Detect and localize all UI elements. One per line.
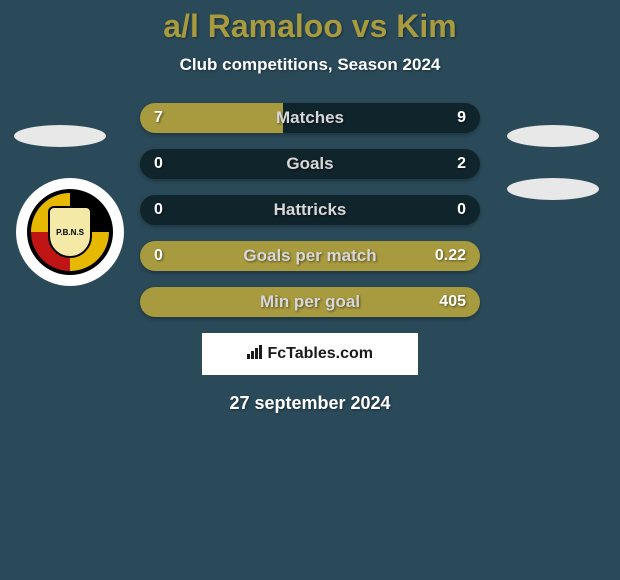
stat-left-value: 7 bbox=[154, 109, 214, 127]
brand-text: FcTables.com bbox=[267, 345, 373, 362]
club-right-placeholder bbox=[507, 178, 599, 200]
stat-row-goals-per-match: 0 Goals per match 0.22 bbox=[140, 241, 480, 271]
page-title: a/l Ramaloo vs Kim bbox=[0, 8, 620, 45]
stat-right-value: 2 bbox=[406, 155, 466, 173]
stat-label: Goals bbox=[214, 154, 406, 174]
club-crest-text: P.B.N.S bbox=[48, 206, 92, 258]
stat-label: Goals per match bbox=[214, 246, 406, 266]
stat-label: Matches bbox=[214, 108, 406, 128]
stat-label: Min per goal bbox=[214, 292, 406, 312]
chart-icon bbox=[247, 345, 263, 359]
stat-row-hattricks: 0 Hattricks 0 bbox=[140, 195, 480, 225]
comparison-infographic: a/l Ramaloo vs Kim Club competitions, Se… bbox=[0, 0, 620, 580]
brand-attribution: FcTables.com bbox=[202, 333, 418, 375]
stat-row-matches: 7 Matches 9 bbox=[140, 103, 480, 133]
stat-row-goals: 0 Goals 2 bbox=[140, 149, 480, 179]
stat-left-value: 0 bbox=[154, 247, 214, 265]
player-right-placeholder bbox=[507, 125, 599, 147]
club-left-badge: P.B.N.S bbox=[16, 178, 124, 286]
stat-right-value: 0.22 bbox=[406, 247, 466, 265]
stat-right-value: 405 bbox=[406, 293, 466, 311]
club-crest-icon: P.B.N.S bbox=[27, 189, 113, 275]
stat-left-value: 0 bbox=[154, 155, 214, 173]
date-text: 27 september 2024 bbox=[0, 393, 620, 414]
page-subtitle: Club competitions, Season 2024 bbox=[0, 55, 620, 75]
stats-table: 7 Matches 9 0 Goals 2 0 Hattricks 0 0 Go… bbox=[140, 103, 480, 317]
stat-right-value: 9 bbox=[406, 109, 466, 127]
stat-right-value: 0 bbox=[406, 201, 466, 219]
stat-left-value: 0 bbox=[154, 201, 214, 219]
player-left-placeholder bbox=[14, 125, 106, 147]
stat-row-min-per-goal: Min per goal 405 bbox=[140, 287, 480, 317]
stat-label: Hattricks bbox=[214, 200, 406, 220]
